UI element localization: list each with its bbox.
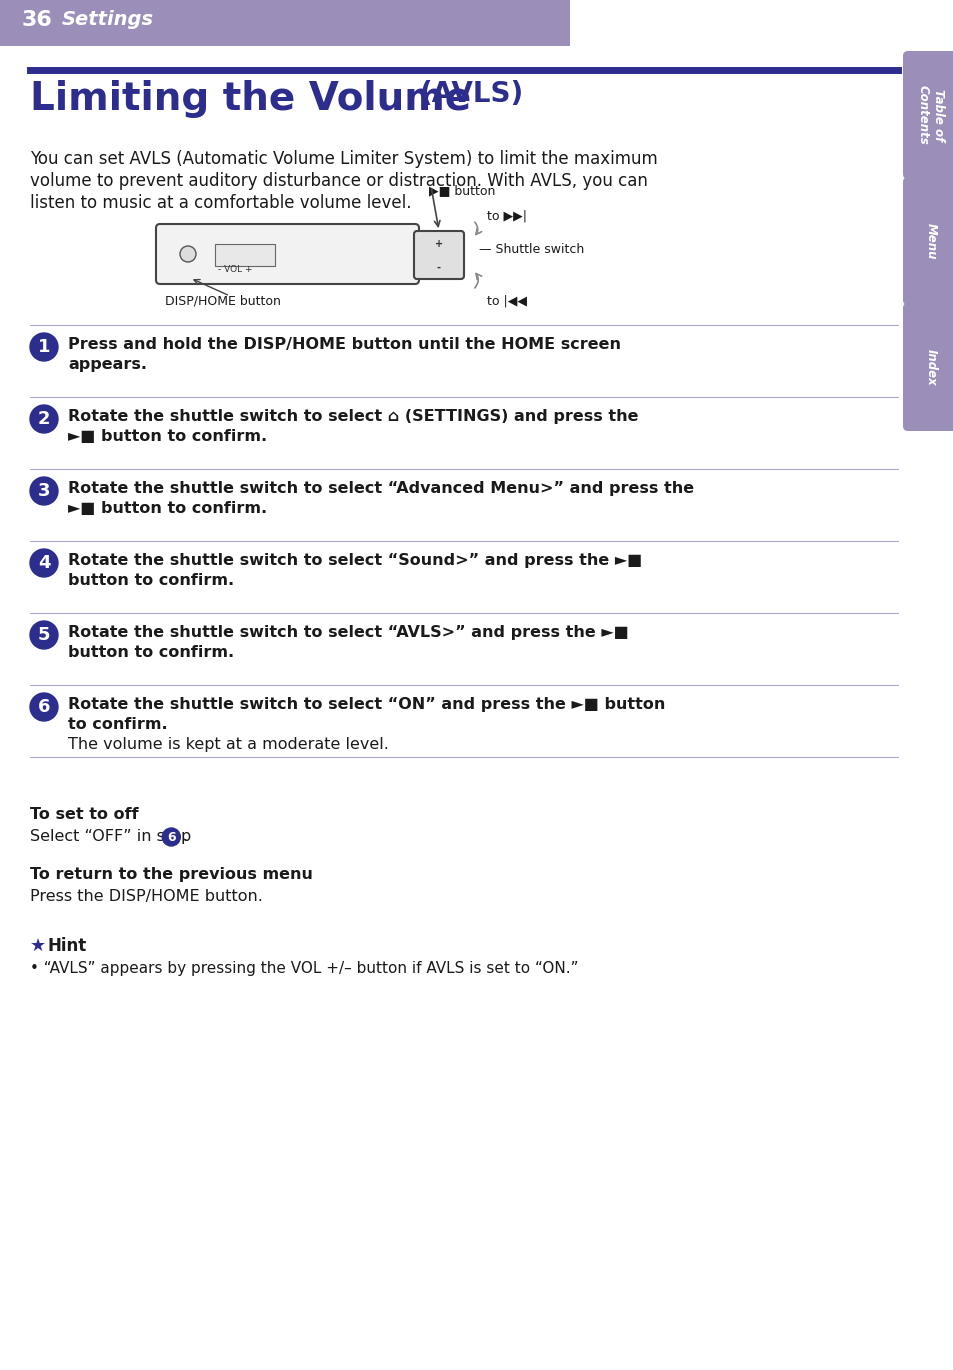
Text: Table of
Contents: Table of Contents bbox=[916, 85, 944, 145]
Text: Rotate the shuttle switch to select “ON” and press the ►■ button: Rotate the shuttle switch to select “ON”… bbox=[68, 697, 664, 712]
Text: Select “OFF” in step: Select “OFF” in step bbox=[30, 829, 196, 844]
FancyBboxPatch shape bbox=[902, 303, 953, 432]
Text: — Shuttle switch: — Shuttle switch bbox=[478, 242, 583, 255]
Text: appears.: appears. bbox=[68, 358, 147, 373]
Text: Rotate the shuttle switch to select “Sound>” and press the ►■: Rotate the shuttle switch to select “Sou… bbox=[68, 553, 641, 569]
Text: to confirm.: to confirm. bbox=[68, 717, 168, 732]
Text: - VOL +: - VOL + bbox=[218, 264, 253, 274]
Text: .: . bbox=[182, 829, 187, 844]
Text: button to confirm.: button to confirm. bbox=[68, 573, 233, 588]
Text: To set to off: To set to off bbox=[30, 807, 138, 822]
FancyBboxPatch shape bbox=[902, 177, 953, 306]
Text: ★: ★ bbox=[30, 937, 46, 955]
Text: Rotate the shuttle switch to select “Advanced Menu>” and press the: Rotate the shuttle switch to select “Adv… bbox=[68, 481, 694, 496]
Text: (AVLS): (AVLS) bbox=[419, 79, 524, 108]
Text: button to confirm.: button to confirm. bbox=[68, 645, 233, 660]
Text: volume to prevent auditory disturbance or distraction. With AVLS, you can: volume to prevent auditory disturbance o… bbox=[30, 173, 647, 190]
Circle shape bbox=[180, 247, 195, 262]
Circle shape bbox=[162, 827, 180, 847]
Text: to ▶▶|: to ▶▶| bbox=[486, 210, 526, 222]
Text: 6: 6 bbox=[167, 830, 175, 844]
Polygon shape bbox=[569, 0, 760, 47]
Text: Rotate the shuttle switch to select “AVLS>” and press the ►■: Rotate the shuttle switch to select “AVL… bbox=[68, 625, 628, 640]
Text: listen to music at a comfortable volume level.: listen to music at a comfortable volume … bbox=[30, 195, 411, 212]
FancyBboxPatch shape bbox=[414, 232, 463, 279]
Text: to |◀◀: to |◀◀ bbox=[486, 295, 526, 307]
Text: 36: 36 bbox=[22, 10, 52, 30]
Text: +: + bbox=[435, 238, 442, 249]
Text: DISP/HOME button: DISP/HOME button bbox=[165, 295, 280, 307]
Text: Limiting the Volume: Limiting the Volume bbox=[30, 79, 471, 118]
Text: Rotate the shuttle switch to select ⌂ (SETTINGS) and press the: Rotate the shuttle switch to select ⌂ (S… bbox=[68, 410, 638, 423]
Circle shape bbox=[30, 549, 58, 577]
Text: Hint: Hint bbox=[48, 937, 87, 955]
Text: Settings: Settings bbox=[62, 10, 154, 29]
Text: 5: 5 bbox=[38, 626, 51, 644]
Circle shape bbox=[30, 406, 58, 433]
Text: The volume is kept at a moderate level.: The volume is kept at a moderate level. bbox=[68, 737, 389, 752]
Text: ►■ button to confirm.: ►■ button to confirm. bbox=[68, 429, 267, 444]
Text: 3: 3 bbox=[38, 482, 51, 500]
Text: You can set AVLS (Automatic Volume Limiter System) to limit the maximum: You can set AVLS (Automatic Volume Limit… bbox=[30, 149, 657, 169]
Text: Index: Index bbox=[923, 348, 937, 385]
Text: -: - bbox=[436, 263, 440, 273]
Text: 2: 2 bbox=[38, 410, 51, 427]
Text: 1: 1 bbox=[38, 338, 51, 356]
Polygon shape bbox=[720, 0, 953, 47]
Circle shape bbox=[30, 333, 58, 362]
Text: Press and hold the DISP/HOME button until the HOME screen: Press and hold the DISP/HOME button unti… bbox=[68, 337, 620, 352]
Circle shape bbox=[30, 621, 58, 649]
Text: Menu: Menu bbox=[923, 223, 937, 259]
FancyBboxPatch shape bbox=[0, 0, 953, 47]
Text: Press the DISP/HOME button.: Press the DISP/HOME button. bbox=[30, 889, 263, 904]
Text: ▶■ button: ▶■ button bbox=[429, 184, 495, 197]
Text: 6: 6 bbox=[38, 697, 51, 717]
Text: ►■ button to confirm.: ►■ button to confirm. bbox=[68, 501, 267, 516]
Circle shape bbox=[30, 477, 58, 506]
Bar bbox=[214, 244, 274, 266]
Text: 4: 4 bbox=[38, 553, 51, 573]
Text: To return to the previous menu: To return to the previous menu bbox=[30, 867, 313, 882]
Text: • “AVLS” appears by pressing the VOL +/– button if AVLS is set to “ON.”: • “AVLS” appears by pressing the VOL +/–… bbox=[30, 960, 578, 975]
Circle shape bbox=[30, 693, 58, 721]
FancyBboxPatch shape bbox=[902, 51, 953, 179]
FancyBboxPatch shape bbox=[156, 225, 418, 284]
